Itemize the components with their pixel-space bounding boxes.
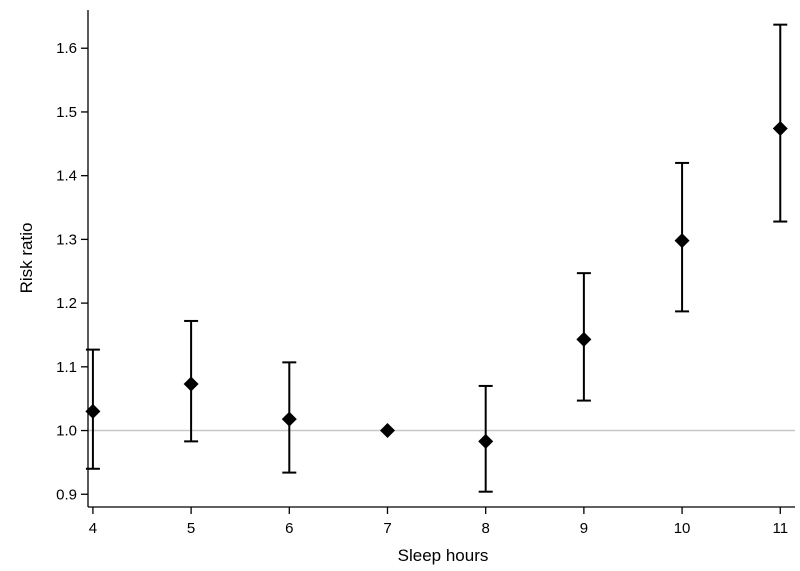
x-axis-title: Sleep hours <box>398 546 489 565</box>
x-tick-label: 8 <box>482 520 490 537</box>
y-tick-label: 1.2 <box>56 295 77 312</box>
data-point-diamond <box>674 233 690 249</box>
axes-layer: 0.9 1.0 1.1 1.2 1.3 1.4 1.5 1.6 4 5 6 7 8 9 10 11 <box>56 10 795 537</box>
y-tick-label: 1.5 <box>56 104 77 121</box>
y-tick-label: 0.9 <box>56 486 77 503</box>
y-tick-label: 1.3 <box>56 231 77 248</box>
data-point-diamond <box>281 411 297 427</box>
x-tick-label: 11 <box>772 520 788 537</box>
data-point-diamond <box>772 121 788 137</box>
y-axis-title: Risk ratio <box>17 223 36 294</box>
y-tick-label: 1.0 <box>56 423 77 440</box>
data-point-diamond <box>478 433 494 449</box>
data-point-diamond <box>85 403 101 419</box>
x-tick-label: 9 <box>580 520 588 537</box>
x-tick-label: 7 <box>383 520 391 537</box>
data-point-diamond <box>183 376 199 392</box>
y-tick-label: 1.6 <box>56 40 77 57</box>
y-tick-label: 1.1 <box>56 359 77 376</box>
x-tick-label: 4 <box>89 520 97 537</box>
marks-layer <box>85 23 788 493</box>
x-tick-label: 6 <box>285 520 293 537</box>
x-tick-label: 10 <box>674 520 691 537</box>
data-point-diamond <box>379 423 395 439</box>
x-tick-label: 5 <box>187 520 195 537</box>
data-point-diamond <box>576 331 592 347</box>
y-tick-label: 1.4 <box>56 168 77 185</box>
